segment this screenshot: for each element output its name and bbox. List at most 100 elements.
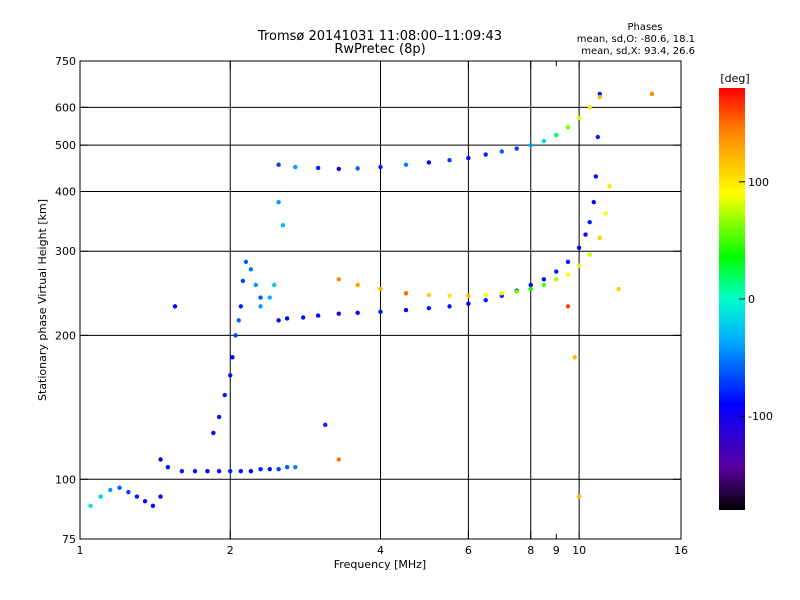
data-point: [591, 199, 596, 205]
chart-subtitle: RwPretec (8p): [334, 42, 425, 57]
data-point: [587, 220, 592, 225]
data-point: [233, 333, 238, 338]
data-point: [216, 468, 222, 474]
data-point: [583, 232, 588, 237]
y-tick-label: 400: [55, 185, 76, 198]
y-tick-label: 750: [55, 55, 76, 68]
data-point: [514, 146, 519, 151]
data-point: [597, 235, 602, 241]
phases-line-x: mean, sd,X: 93.4, 26.6: [581, 46, 695, 57]
data-point: [236, 318, 241, 323]
data-point: [607, 184, 612, 189]
colorbar-tick-label: -100: [748, 410, 773, 423]
data-point: [466, 301, 471, 306]
data-point: [554, 277, 559, 282]
data-point: [378, 164, 383, 170]
data-point: [466, 155, 471, 161]
data-point: [336, 311, 342, 316]
x-tick-label: 8: [527, 544, 534, 557]
data-point: [378, 286, 383, 292]
data-point: [248, 468, 254, 474]
data-point: [240, 278, 246, 284]
data-point: [211, 430, 216, 436]
data-point: [276, 199, 281, 205]
x-tick-label: 10: [572, 544, 586, 557]
phases-line-o: mean, sd,O: -80.6, 18.1: [577, 34, 695, 45]
data-point: [597, 91, 602, 97]
y-axis-label: Stationary phase Virtual Height [km]: [36, 199, 49, 401]
data-point: [98, 494, 103, 499]
data-point: [447, 293, 452, 299]
data-point: [88, 503, 93, 509]
data-point: [280, 223, 286, 228]
data-point: [165, 464, 171, 470]
data-point: [378, 309, 383, 315]
data-point: [576, 263, 582, 268]
data-point: [267, 295, 272, 300]
data-point: [222, 392, 227, 398]
x-tick-label: 4: [377, 544, 384, 557]
data-point: [541, 282, 547, 288]
data-point: [179, 468, 185, 474]
data-point: [293, 464, 298, 470]
data-point: [403, 162, 409, 167]
data-point: [238, 468, 244, 474]
x-tick-label: 6: [465, 544, 472, 557]
data-point: [587, 105, 592, 110]
y-tick-label: 300: [55, 245, 76, 258]
data-point: [554, 132, 559, 138]
x-tick-label: 16: [674, 544, 688, 557]
data-point: [134, 494, 140, 499]
data-point: [205, 468, 210, 474]
data-point: [426, 160, 432, 165]
data-point: [258, 466, 263, 472]
data-point: [616, 286, 621, 292]
data-point: [554, 269, 559, 274]
data-point: [649, 91, 655, 97]
x-tick-label: 9: [553, 544, 560, 557]
data-point: [528, 286, 533, 292]
y-tick-label: 75: [62, 533, 76, 546]
data-point: [315, 313, 321, 318]
y-tick-label: 500: [55, 139, 76, 152]
data-point: [595, 134, 600, 140]
colorbar-tick-label: 100: [748, 176, 769, 189]
data-point: [293, 164, 298, 170]
data-point: [572, 355, 577, 360]
data-point: [426, 292, 432, 298]
data-point: [514, 289, 519, 294]
data-point: [323, 422, 328, 428]
data-point: [483, 297, 488, 303]
data-point: [565, 125, 571, 130]
data-point: [565, 272, 571, 277]
data-points: [88, 91, 655, 509]
data-point: [243, 259, 249, 265]
data-point: [528, 142, 533, 148]
data-point: [284, 316, 290, 321]
colorbar-label: [deg]: [720, 72, 749, 85]
data-point: [228, 468, 233, 474]
data-point: [336, 277, 342, 282]
data-point: [253, 282, 258, 288]
data-point: [158, 457, 163, 462]
phases-heading: Phases: [627, 22, 662, 33]
data-point: [483, 152, 488, 157]
data-point: [315, 165, 321, 171]
data-point: [142, 498, 148, 504]
data-point: [597, 94, 602, 100]
x-axis-label: Frequency [MHz]: [334, 558, 426, 571]
x-tick-label: 1: [77, 544, 84, 557]
data-point: [576, 245, 582, 250]
data-point: [541, 138, 547, 144]
grid-lines: [80, 61, 681, 539]
data-point: [238, 304, 244, 309]
data-point: [248, 267, 254, 272]
axis-ticks: 1 2 4 6 8 10 16 9 75 100 200 300 400 500 600 750: [55, 55, 688, 557]
data-point: [447, 304, 452, 309]
y-tick-label: 100: [55, 473, 76, 486]
data-point: [272, 282, 277, 288]
data-point: [336, 457, 342, 462]
data-point: [230, 355, 235, 360]
data-point: [126, 489, 131, 495]
data-point: [499, 291, 505, 296]
